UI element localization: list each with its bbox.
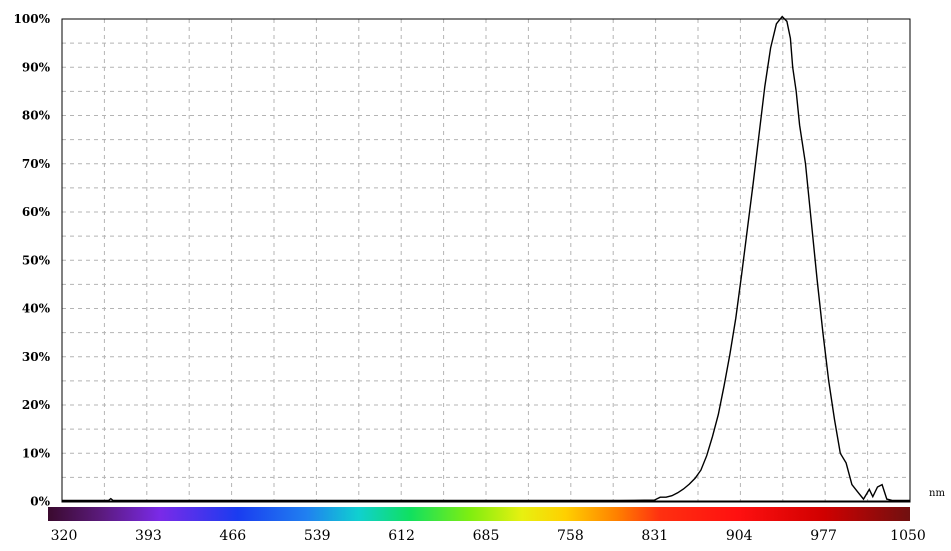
y-tick-label: 10% — [22, 446, 51, 460]
y-tick-label: 70% — [22, 157, 51, 171]
y-tick-label: 20% — [22, 398, 51, 412]
x-tick-label: 612 — [388, 528, 415, 544]
x-tick-label: 466 — [219, 528, 246, 544]
y-tick-label: 40% — [22, 302, 51, 316]
y-tick-label: 60% — [22, 205, 51, 219]
y-tick-label: 0% — [30, 495, 50, 509]
spectrum-colorbar — [48, 507, 910, 521]
x-tick-label: 904 — [726, 528, 753, 544]
x-unit-label: nm — [929, 488, 945, 499]
y-tick-label: 90% — [22, 60, 51, 74]
y-tick-label: 80% — [22, 109, 51, 123]
x-tick-label: 539 — [304, 528, 331, 544]
x-tick-label: 758 — [557, 528, 584, 544]
y-tick-labels: 0% 10% 20% 30% 40% 50% 60% 70% 80% 90% 100% — [14, 12, 51, 509]
series-line — [62, 15, 910, 502]
y-tick-label: 30% — [22, 350, 51, 364]
y-tick-label: 50% — [22, 253, 51, 267]
x-tick-label: 831 — [641, 528, 668, 544]
x-tick-label: 685 — [473, 528, 500, 544]
x-tick-labels: 320 393 466 539 612 685 758 831 904 977 1050 — [51, 528, 926, 544]
y-tick-label: 100% — [14, 12, 51, 26]
x-tick-label: 977 — [810, 528, 837, 544]
x-tick-label: 393 — [135, 528, 162, 544]
grid-lines — [62, 19, 910, 502]
x-tick-label: 320 — [51, 528, 78, 544]
x-tick-label: 1050 — [890, 528, 926, 544]
